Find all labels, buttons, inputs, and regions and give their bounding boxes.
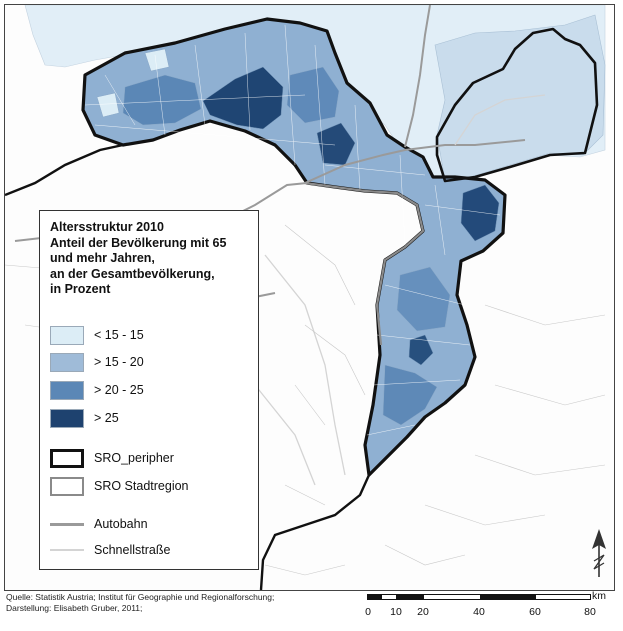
- low-share-area-2: [144, 48, 170, 72]
- sro-stadtregion-outline[interactable]: [304, 181, 425, 346]
- source-note: Quelle: Statistik Austria; Institut für …: [6, 592, 274, 613]
- legend-title-line: in Prozent: [50, 282, 111, 296]
- north-arrow-icon: [592, 529, 606, 577]
- high-share-area-2: [316, 122, 356, 166]
- sro-peripher-south-boundary[interactable]: [259, 474, 371, 590]
- source-line-2: Darstellung: Elisabeth Gruber, 2011;: [6, 602, 143, 613]
- legend-label: SRO_peripher: [94, 451, 174, 465]
- legend-item-class-2[interactable]: > 15 - 20: [50, 351, 144, 373]
- legend-boundary-swatch: [50, 476, 84, 496]
- legend-title-line: an der Gesamtbevölkerung,: [50, 266, 215, 281]
- scale-tick-label: 80: [584, 606, 596, 618]
- legend-item-sro-stadtregion[interactable]: SRO Stadtregion: [50, 475, 189, 497]
- scale-tick-label: 40: [473, 606, 485, 618]
- legend-item-class-4[interactable]: > 25: [50, 407, 119, 429]
- sro-peripher-northeast[interactable]: [435, 27, 599, 183]
- scale-segment: [382, 595, 396, 599]
- scale-tick-label: 60: [529, 606, 541, 618]
- map-canvas[interactable]: [5, 5, 614, 590]
- legend-item-class-3[interactable]: > 20 - 25: [50, 379, 144, 401]
- legend-swatch: [50, 380, 84, 400]
- scale-unit-label: km: [592, 590, 606, 602]
- legend-label: Schnellstraße: [94, 543, 171, 557]
- scale-segment: [396, 595, 424, 599]
- scale-segment: [368, 595, 382, 599]
- legend-title-line: und mehr Jahren,: [50, 251, 155, 265]
- legend-item-sro-peripher[interactable]: SRO_peripher: [50, 447, 174, 469]
- legend-label: > 25: [94, 411, 119, 425]
- legend-item-autobahn[interactable]: Autobahn: [50, 513, 148, 535]
- legend-title-line: Anteil der Bevölkerung mit 65: [50, 235, 227, 250]
- mid-share-area-1: [122, 74, 202, 126]
- municipality-boundaries: [84, 24, 501, 436]
- high-share-area-4: [408, 334, 434, 366]
- source-line-1: Quelle: Statistik Austria; Institut für …: [6, 592, 275, 602]
- legend-title-line: Altersstruktur 2010: [50, 220, 164, 234]
- scale-tick-label: 0: [365, 606, 371, 618]
- mid-share-area-2: [286, 66, 340, 124]
- legend-item-schnellstrasse[interactable]: Schnellstraße: [50, 539, 170, 561]
- legend-line-swatch: [50, 549, 84, 551]
- mid-share-area-4: [382, 364, 438, 426]
- legend-item-class-1[interactable]: < 15 - 15: [50, 324, 144, 346]
- legend-title: Altersstruktur 2010 Anteil der Bevölkeru…: [50, 220, 255, 298]
- map-frame: Altersstruktur 2010 Anteil der Bevölkeru…: [4, 4, 615, 591]
- legend-label: > 20 - 25: [94, 383, 144, 397]
- scale-segment: [536, 595, 590, 599]
- scale-segment: [480, 595, 536, 599]
- legend-boundary-swatch: [50, 448, 84, 468]
- legend-swatch: [50, 325, 84, 345]
- scale-bar: [367, 594, 591, 600]
- legend-label: > 15 - 20: [94, 355, 144, 369]
- legend-line-swatch: [50, 522, 84, 526]
- mid-share-area-3: [396, 266, 451, 332]
- scale-segment: [424, 595, 480, 599]
- legend-label: Autobahn: [94, 517, 148, 531]
- scale-tick-label: 10: [390, 606, 402, 618]
- legend-swatch: [50, 352, 84, 372]
- high-share-area-3: [460, 184, 500, 242]
- sro-peripher-region[interactable]: [81, 17, 507, 477]
- sro-peripher-west-boundary[interactable]: [5, 143, 124, 197]
- map-legend: Altersstruktur 2010 Anteil der Bevölkeru…: [39, 210, 259, 570]
- legend-label: < 15 - 15: [94, 328, 144, 342]
- scale-tick-label: 20: [417, 606, 429, 618]
- legend-label: SRO Stadtregion: [94, 479, 189, 493]
- low-share-area-1: [96, 92, 120, 118]
- legend-swatch: [50, 408, 84, 428]
